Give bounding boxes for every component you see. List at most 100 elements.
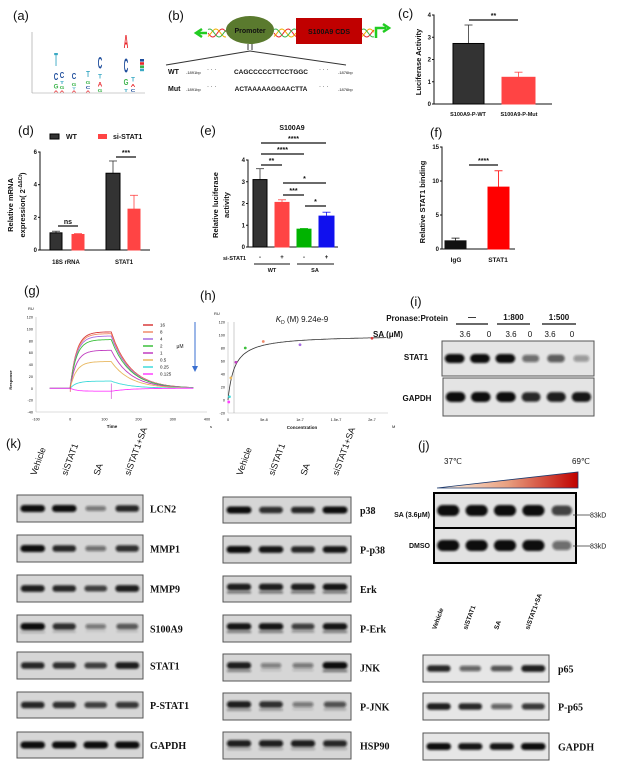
panel-label-a: (a) [13, 8, 29, 23]
blot-label: GAPDH [403, 394, 432, 403]
cds-box [296, 18, 362, 44]
legend-label: 0.25 [160, 365, 169, 370]
lane-label: SA [91, 462, 105, 477]
significance-label: ** [491, 13, 497, 20]
blot-label: JNK [360, 664, 380, 675]
data-point [228, 395, 231, 399]
protein-band-secondary [258, 591, 284, 594]
protein-band [426, 743, 452, 750]
bar [444, 240, 467, 250]
protein-band [551, 505, 573, 516]
blot-dmso [433, 527, 577, 564]
panel-label-e: (e) [200, 123, 216, 138]
protein-band [51, 741, 77, 749]
y-tick-label: 10 [432, 179, 439, 185]
protein-band [571, 392, 592, 402]
protein-band-secondary [259, 708, 283, 711]
bar [318, 215, 335, 248]
y-tick-label: 120 [219, 321, 225, 325]
blot-label: Erk [360, 585, 377, 596]
protein-band [226, 701, 252, 708]
protein-band [20, 701, 45, 709]
sa-value: 3.6 [544, 330, 556, 339]
logo-letter: G [86, 80, 92, 85]
x-tick-label: 200 [135, 418, 141, 422]
logo-letter: A [72, 90, 77, 93]
blot-frame [442, 377, 595, 417]
promoter-ellipse [226, 16, 274, 44]
protein-band [52, 662, 76, 669]
protein-band [426, 703, 451, 710]
protein-band [259, 701, 283, 708]
protein-band [520, 743, 546, 750]
y-tick-label: 2 [34, 215, 38, 221]
blot-s100a9 [16, 614, 144, 643]
sa-value: 3.6 [459, 330, 471, 339]
axis-line [249, 50, 347, 66]
significance-label: **** [277, 147, 288, 154]
legend-label-wt: WT [66, 134, 78, 141]
legend-swatch-si-stat1 [98, 134, 107, 139]
logo-letter: A [60, 90, 65, 93]
sa-value: 3.6 [505, 330, 517, 339]
wt-row-label: WT [168, 69, 180, 76]
ellipsis: · · · [319, 67, 328, 73]
protein-band [322, 623, 348, 630]
protein-band [115, 505, 140, 512]
y-tick-label: 0 [428, 102, 432, 108]
x-unit-label: s [210, 424, 212, 429]
significance-label: * [314, 199, 317, 206]
y-label-part: ) [18, 172, 27, 175]
wt-sequence: CAGCCCCCTTCCTGGC [234, 69, 308, 76]
x-tick-label: 400 [204, 418, 210, 422]
y-unit-label: RU [214, 311, 220, 316]
blot-stat1 [16, 651, 144, 680]
y-tick-label: 0 [242, 245, 246, 251]
protein-band [521, 665, 546, 672]
row-value: - [303, 255, 305, 261]
protein-band [52, 545, 77, 552]
data-point [229, 376, 233, 380]
protein-band [292, 701, 314, 708]
kd-annotation: KD (M) 9.24e-9 [276, 315, 329, 326]
marker-label: 83kD [590, 513, 606, 520]
blot-label: MMP1 [150, 545, 180, 556]
sensorgram-curve [49, 361, 194, 389]
row-value: - [259, 255, 261, 261]
dna-helix [273, 28, 297, 38]
protein-band [322, 546, 348, 553]
left-arrow-icon [193, 27, 207, 39]
protein-band [493, 505, 517, 516]
y-tick-label: 4 [242, 158, 246, 164]
temperature-gradient-triangle [436, 471, 579, 489]
logo-letter: C [124, 55, 128, 78]
protein-band-secondary [258, 630, 284, 633]
protein-band-secondary [322, 670, 348, 672]
bar [487, 186, 510, 250]
protein-band [437, 540, 460, 551]
legend-title: μM [176, 344, 183, 350]
bar [252, 179, 268, 248]
temperature-low: 37℃ [444, 457, 462, 466]
protein-band [552, 540, 572, 551]
sa-label: SA (μM) [373, 330, 403, 339]
protein-band [83, 741, 109, 749]
kd-value: (M) 9.24e-9 [285, 315, 329, 324]
lane-label: SA [493, 620, 503, 631]
bar [274, 201, 290, 248]
y-tick-label: 4 [428, 13, 432, 19]
y-tick-label: 80 [221, 347, 225, 351]
sa-value: 0 [570, 330, 575, 339]
ellipsis: · · · [207, 84, 216, 90]
protein-band [85, 623, 107, 630]
lane-label: Vehicle [28, 446, 47, 477]
significance-label: **** [288, 136, 299, 143]
blot-label: GAPDH [150, 741, 186, 752]
cds-label: S100A9 CDS [308, 29, 350, 36]
data-point [227, 400, 231, 404]
y-tick-label: 6 [34, 150, 38, 156]
sensorgram-curve [49, 387, 194, 392]
panel-label-h: (h) [200, 288, 216, 303]
panel-label-b: (b) [168, 8, 184, 23]
